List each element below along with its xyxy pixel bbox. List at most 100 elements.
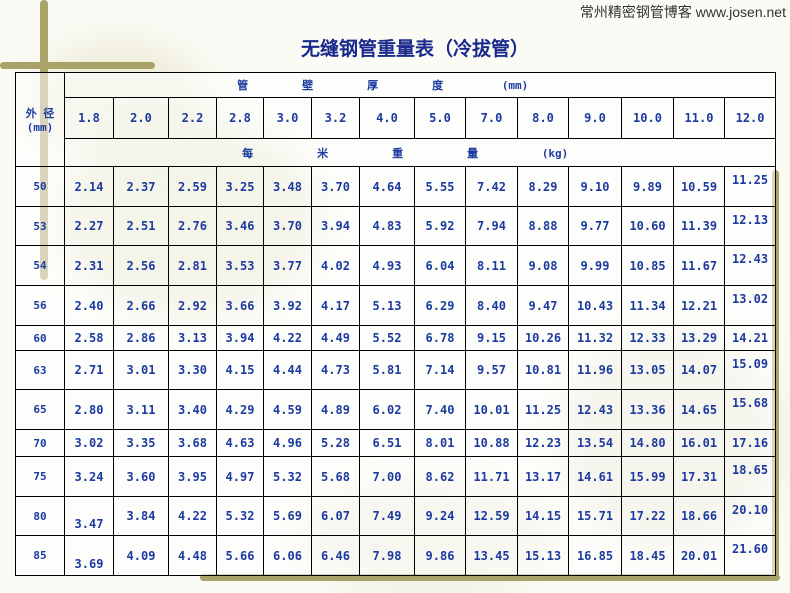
vine-decoration (200, 574, 780, 581)
weight-cell: 14.80 (621, 429, 674, 457)
weight-cell: 7.98 (359, 535, 415, 576)
od-cell: 65 (15, 389, 65, 430)
weight-cell: 9.08 (517, 245, 569, 286)
weight-cell: 7.40 (414, 389, 466, 430)
weight-cell: 21.60 (723, 535, 777, 576)
weight-cell: 4.09 (113, 535, 169, 576)
weight-cell: 3.77 (263, 245, 312, 286)
weight-cell: 7.94 (465, 206, 518, 246)
weight-cell: 6.46 (311, 535, 360, 576)
weight-cell: 4.49 (311, 325, 360, 351)
thickness-cell: 1.8 (64, 97, 114, 139)
weight-cell: 13.45 (465, 535, 518, 576)
weight-cell: 13.02 (723, 285, 777, 326)
weight-cell: 11.67 (673, 245, 725, 286)
site-label: 常州精密钢管博客 www.josen.net (579, 4, 786, 20)
od-cell: 63 (15, 350, 65, 390)
weight-cell: 4.97 (216, 456, 264, 497)
weight-cell: 13.36 (621, 389, 674, 430)
weight-cell: 4.17 (311, 285, 360, 326)
weight-cell: 2.59 (168, 166, 217, 207)
weight-cell: 6.06 (263, 535, 312, 576)
weight-cell: 4.15 (216, 350, 264, 390)
weight-cell: 3.11 (113, 389, 169, 430)
weight-cell: 8.01 (414, 429, 466, 457)
weight-cell: 3.24 (64, 456, 114, 497)
thickness-cell: 2.8 (216, 97, 264, 139)
weight-cell: 10.60 (621, 206, 674, 246)
weight-cell: 3.13 (168, 325, 217, 351)
weight-cell: 11.71 (465, 456, 518, 497)
weight-cell: 5.66 (216, 535, 264, 576)
weight-cell: 16.85 (568, 535, 622, 576)
weight-cell: 5.92 (414, 206, 466, 246)
od-cell: 75 (15, 456, 65, 497)
weight-cell: 4.83 (359, 206, 415, 246)
od-cell: 70 (15, 429, 65, 457)
weight-cell: 9.47 (517, 285, 569, 326)
weight-cell: 2.51 (113, 206, 169, 246)
weight-cell: 6.07 (311, 496, 360, 536)
table-row: 56 2.40 2.66 2.92 3.66 3.92 4.17 5.13 6.29 8.40 9.… (15, 285, 777, 326)
weight-cell: 8.88 (517, 206, 569, 246)
weight-cell: 6.51 (359, 429, 415, 457)
weight-cell: 18.65 (723, 456, 777, 497)
weight-cell: 3.02 (64, 429, 114, 457)
table-row: 65 2.80 3.11 3.40 4.29 4.59 4.89 6.02 7.40 10.01 1… (15, 389, 777, 430)
weight-cell: 11.39 (673, 206, 725, 246)
weight-cell: 2.37 (113, 166, 169, 207)
weight-cell: 3.70 (311, 166, 360, 207)
weight-cell: 3.48 (263, 166, 312, 207)
weight-cell: 20.01 (673, 535, 725, 576)
weight-cell: 4.63 (216, 429, 264, 457)
table-row: 54 2.31 2.56 2.81 3.53 3.77 4.02 4.93 6.04 8.11 9.… (15, 245, 777, 286)
weight-cell: 6.02 (359, 389, 415, 430)
weight-cell: 3.92 (263, 285, 312, 326)
thickness-cell: 3.0 (263, 97, 312, 139)
table-row: 80 3.47 3.84 4.22 5.32 5.69 6.07 7.49 9.24 12.59 1… (15, 496, 777, 536)
weight-cell: 10.01 (465, 389, 518, 430)
weight-cell: 4.02 (311, 245, 360, 286)
weight-cell: 7.14 (414, 350, 466, 390)
weight-cell: 11.32 (568, 325, 622, 351)
thickness-cell: 11.0 (673, 97, 725, 139)
weight-cell: 4.22 (168, 496, 217, 536)
weight-cell: 9.24 (414, 496, 466, 536)
weight-cell: 4.89 (311, 389, 360, 430)
weight-cell: 20.10 (723, 496, 777, 536)
thickness-cell: 5.0 (414, 97, 466, 139)
table-row: 60 2.58 2.86 3.13 3.94 4.22 4.49 5.52 6.78 9.15 10… (15, 325, 777, 351)
weight-cell: 8.40 (465, 285, 518, 326)
weight-cell: 5.28 (311, 429, 360, 457)
weight-cell: 2.31 (64, 245, 114, 286)
weight-cell: 10.85 (621, 245, 674, 286)
weight-cell: 10.81 (517, 350, 569, 390)
od-cell: 85 (15, 535, 65, 576)
weight-cell: 8.11 (465, 245, 518, 286)
weight-cell: 3.53 (216, 245, 264, 286)
weight-cell: 15.99 (621, 456, 674, 497)
weight-cell: 2.27 (64, 206, 114, 246)
weight-cell: 12.43 (568, 389, 622, 430)
weight-cell: 12.59 (465, 496, 518, 536)
weight-cell: 5.55 (414, 166, 466, 207)
od-cell: 54 (15, 245, 65, 286)
weight-cell: 15.13 (517, 535, 569, 576)
weight-cell: 11.25 (517, 389, 569, 430)
weight-cell: 3.01 (113, 350, 169, 390)
table-row: 63 2.71 3.01 3.30 4.15 4.44 4.73 5.81 7.14 9.57 10… (15, 350, 777, 390)
weight-cell: 2.14 (64, 166, 114, 207)
weight-cell: 5.32 (263, 456, 312, 497)
weight-cell: 5.32 (216, 496, 264, 536)
od-cell: 53 (15, 206, 65, 246)
weight-cell: 10.59 (673, 166, 725, 207)
weight-cell: 13.17 (517, 456, 569, 497)
weight-cell: 13.54 (568, 429, 622, 457)
weight-cell: 15.68 (723, 389, 777, 430)
vine-decoration (0, 62, 155, 69)
weight-cell: 12.13 (723, 206, 777, 246)
weight-cell: 17.16 (723, 429, 777, 457)
weight-cell: 17.31 (673, 456, 725, 497)
od-header: 外 径 (mm) (15, 72, 65, 167)
weight-cell: 18.66 (673, 496, 725, 536)
